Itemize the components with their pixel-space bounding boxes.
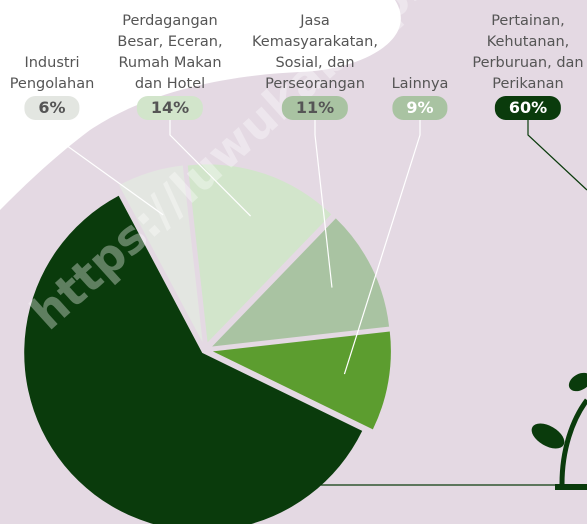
value-label: 9% — [392, 96, 447, 120]
category-label: Perdagangan Besar, Eceran, Rumah Makan d… — [105, 11, 235, 95]
value-label: 11% — [282, 96, 348, 120]
plant-icon — [527, 369, 587, 490]
value-label: 14% — [137, 96, 203, 120]
value-label: 60% — [495, 96, 561, 120]
category-label: Lainnya — [380, 74, 460, 95]
infographic: https://luwukab.bps.go.id Industri Pengo… — [0, 0, 587, 524]
value-label: 6% — [24, 96, 79, 120]
leader-line — [528, 120, 587, 190]
category-label: Jasa Kemasyarakatan, Sosial, dan Perseor… — [250, 11, 380, 95]
category-label: Pertainan, Kehutanan, Perburuan, dan Per… — [463, 11, 587, 95]
category-label: Industri Pengolahan — [0, 53, 107, 95]
